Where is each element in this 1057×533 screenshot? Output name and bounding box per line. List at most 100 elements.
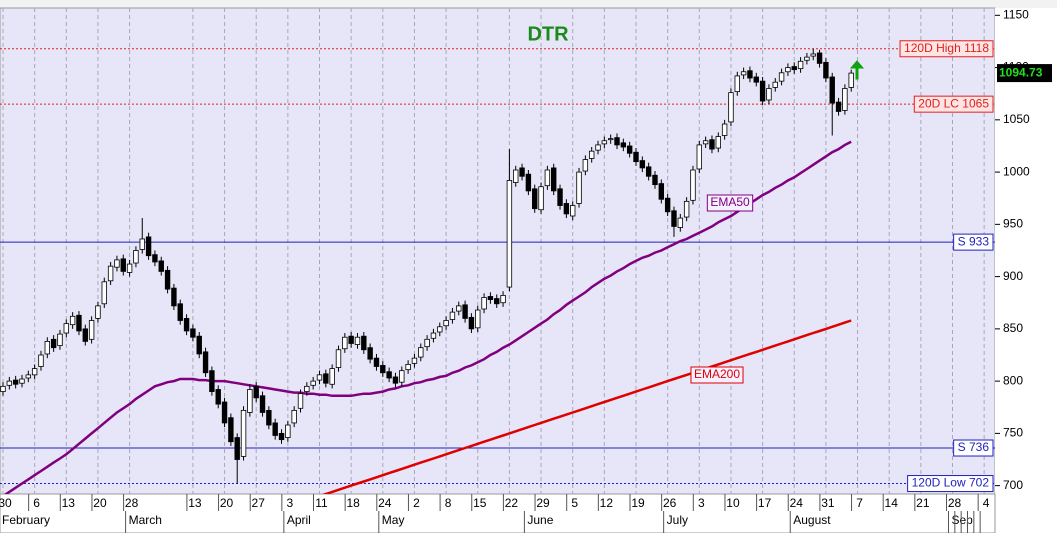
up-arrow	[849, 60, 865, 80]
candle-body	[595, 144, 601, 151]
candle-body	[551, 167, 557, 192]
level-label-box	[953, 233, 994, 251]
candle-body	[563, 203, 570, 215]
candle-body	[310, 380, 316, 386]
x-tick-label: 14	[885, 496, 899, 510]
candle-body	[557, 188, 563, 206]
x-tick-label: 31	[821, 496, 835, 510]
candle-body	[323, 373, 329, 384]
indicator-line	[3, 140, 852, 494]
candle-body	[31, 368, 38, 376]
levels	[0, 48, 995, 485]
candle-body	[570, 205, 576, 217]
x-tick-label: 26	[663, 496, 677, 510]
level-label: S 736	[958, 440, 990, 454]
candle-body	[804, 56, 810, 61]
x-tick-label: 3	[698, 496, 705, 510]
month-label: March	[129, 513, 162, 527]
candle-body	[82, 328, 88, 342]
month-label: July	[667, 513, 688, 527]
candle-body	[759, 80, 766, 102]
candle-body	[367, 347, 373, 360]
candle-body	[202, 351, 209, 374]
x-tick-label: 21	[916, 496, 930, 510]
x-tick-label: 5	[571, 496, 578, 510]
level-label: 20D LC 1065	[918, 96, 989, 110]
candle-body	[607, 138, 614, 141]
x-tick-label: 22	[505, 496, 519, 510]
x-tick-label: 8	[445, 496, 452, 510]
candle-body	[721, 123, 728, 136]
candle-body	[380, 365, 386, 374]
candle-body	[639, 160, 646, 169]
x-tick-label: 12	[600, 496, 614, 510]
candle-body	[728, 92, 734, 123]
candle-body	[304, 385, 310, 392]
candle-body	[747, 70, 753, 79]
y-tick-label: 750	[1003, 426, 1023, 440]
x-tick-label: 24	[378, 496, 392, 510]
candle-body	[671, 210, 677, 227]
candles	[0, 48, 854, 484]
candle-body	[171, 287, 177, 307]
candle-body	[652, 174, 658, 186]
candle-body	[791, 66, 797, 71]
candle-body	[120, 258, 126, 272]
candle-body	[50, 338, 57, 349]
candle-body	[481, 297, 487, 310]
y-tick-label: 900	[1003, 269, 1023, 283]
candle-body	[683, 200, 690, 218]
candle-body	[266, 409, 272, 426]
price-tag-box	[997, 64, 1052, 83]
candle-body	[361, 335, 367, 351]
level-label-box	[907, 475, 994, 493]
candle-body	[234, 437, 240, 460]
candle-body	[139, 238, 145, 250]
candle-body	[95, 305, 101, 319]
candle-body	[829, 76, 835, 104]
level-label-box	[953, 439, 994, 457]
candle-body	[12, 379, 19, 385]
x-tick-label: 28	[948, 496, 962, 510]
candle-body	[386, 371, 392, 379]
x-tick-label: 24	[790, 496, 804, 510]
candle-body	[348, 335, 354, 344]
annotations: 120D High 1118 20D LC 1065 S 933 S 736 120D …	[690, 40, 994, 493]
series-label-box	[706, 194, 754, 212]
y-tick-label: 850	[1003, 321, 1023, 335]
candle-body	[44, 341, 51, 355]
candle-body	[702, 140, 709, 145]
x-tick-label: 13	[62, 496, 76, 510]
price-tag: 1094.73	[999, 65, 1043, 79]
level-label-box	[913, 95, 994, 113]
candle-body	[475, 309, 481, 329]
candle-body	[25, 374, 32, 379]
candle-body	[810, 53, 816, 57]
candle-body	[38, 354, 44, 367]
candle-body	[690, 169, 696, 201]
month-label: August	[793, 513, 831, 527]
candle-body	[177, 303, 183, 321]
candle-body	[145, 236, 152, 257]
candle-body	[215, 389, 221, 405]
candle-body	[405, 363, 411, 371]
x-tick-label: 13	[188, 496, 202, 510]
y-tick-label: 950	[1003, 217, 1023, 231]
y-tick-label: 1150	[1003, 7, 1029, 21]
candle-body	[399, 370, 405, 383]
candle-body	[316, 374, 323, 381]
candle-body	[424, 338, 430, 348]
candle-body	[342, 336, 348, 350]
candle-body	[677, 217, 684, 228]
candle-body	[601, 140, 608, 145]
month-label: June	[527, 513, 553, 527]
candle-body	[582, 159, 589, 172]
candle-body	[519, 167, 525, 177]
candle-body	[500, 295, 506, 304]
candle-body	[291, 409, 297, 424]
level-label: 120D High 1118	[904, 41, 989, 55]
candle-body	[468, 316, 475, 330]
candle-body	[354, 336, 361, 345]
candle-body	[766, 88, 772, 101]
candle-body	[63, 323, 69, 334]
